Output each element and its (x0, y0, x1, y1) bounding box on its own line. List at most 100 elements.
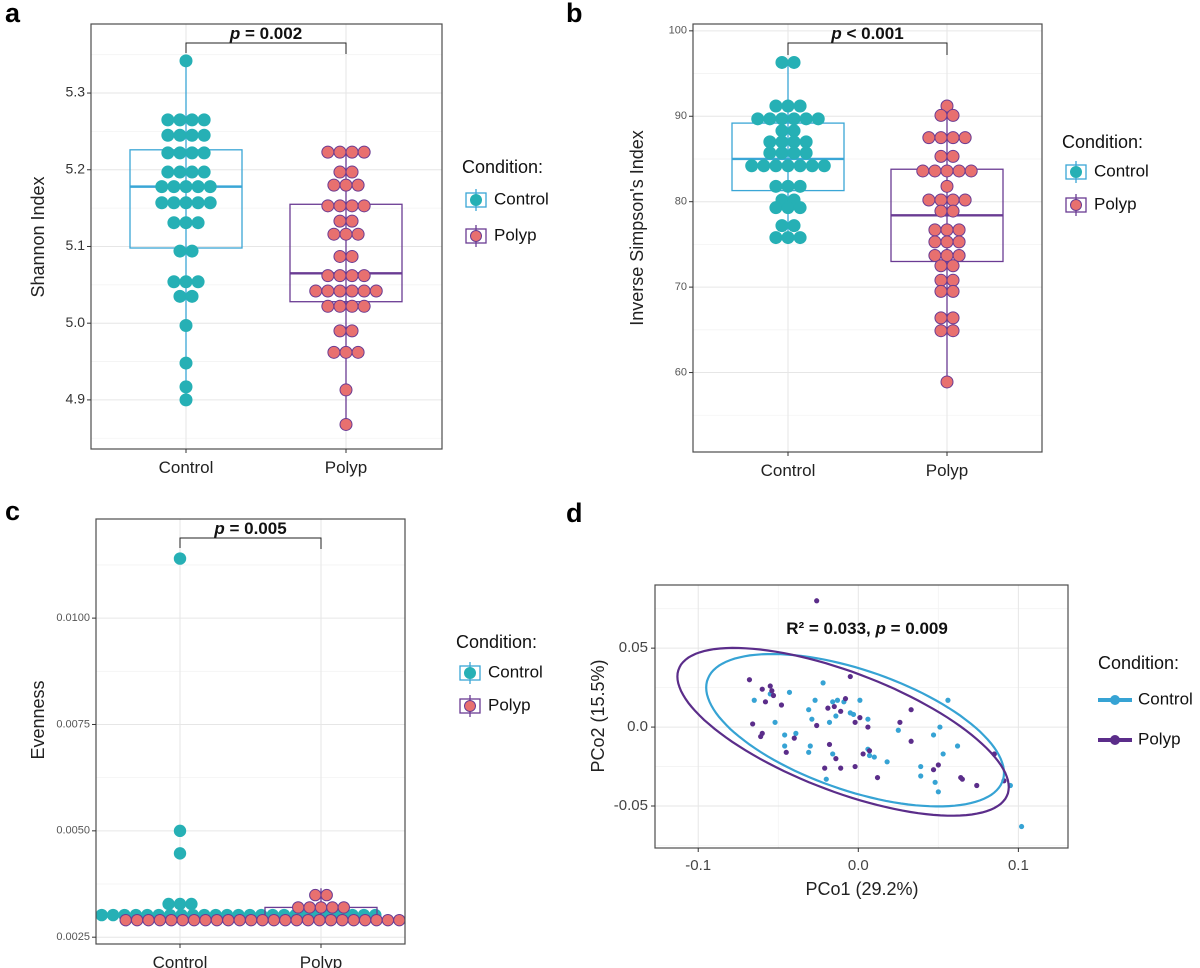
panel-border (654, 584, 1069, 849)
annotation-value: = 0.002 (240, 24, 302, 43)
data-point-control (751, 112, 765, 126)
data-point-control (775, 55, 789, 69)
panel-d: d -0.1 0.0 0.1 -0.05 0.0 0.05 PCo1 (29.2%) PCo2 … (566, 498, 1193, 899)
data-point-polyp (333, 145, 347, 159)
data-point-control (871, 754, 877, 760)
data-point-control (954, 743, 961, 749)
y-axis-title: Evenness (28, 680, 48, 759)
data-point-control (185, 289, 199, 303)
data-point-control (173, 113, 187, 127)
p-value-annotation: p = 0.005 (213, 519, 286, 538)
data-point-polyp (946, 108, 960, 122)
data-point-control (191, 275, 205, 289)
data-point-polyp (922, 131, 936, 145)
data-point-control (185, 165, 199, 179)
y-tick-label: 0.0 (627, 718, 648, 735)
data-point-polyp (165, 913, 178, 927)
data-point-control (833, 713, 839, 719)
data-point-polyp (838, 765, 844, 771)
data-point-polyp (770, 692, 777, 699)
data-point-polyp (946, 273, 960, 287)
data-point-polyp (357, 199, 371, 213)
annotation-p-symbol: p (213, 519, 224, 538)
data-point-control (179, 380, 193, 394)
legend-label: Control (494, 189, 549, 208)
data-point-polyp (333, 199, 347, 213)
data-point-control (787, 55, 801, 69)
data-point-control (185, 244, 199, 258)
data-point-control (173, 847, 187, 860)
data-point-control (781, 159, 795, 173)
data-point-control (197, 146, 211, 160)
panel-b: b 60 70 80 90 100 Control Polyp Inverse Simpson'… (566, 0, 1149, 480)
legend-key-dot-control (1110, 695, 1120, 705)
data-point-polyp (324, 913, 338, 927)
plot-background (91, 24, 442, 449)
legend-label: Control (1094, 161, 1149, 180)
data-point-polyp (233, 913, 246, 927)
data-point-polyp (345, 165, 359, 179)
data-point-polyp (333, 249, 347, 263)
data-point-polyp (321, 299, 335, 313)
legend-title: Condition: (462, 157, 543, 177)
data-point-polyp (934, 108, 948, 122)
y-tick-label: 5.3 (66, 84, 86, 100)
y-tick-label: 5.0 (66, 314, 86, 330)
data-point-control (763, 146, 777, 160)
box-control (129, 149, 243, 249)
data-point-control (775, 146, 789, 160)
panel-border (95, 518, 406, 945)
data-point-polyp (750, 721, 756, 727)
data-point-control (787, 124, 801, 138)
panel-border (90, 23, 443, 450)
data-point-polyp (309, 888, 322, 902)
data-point-polyp (321, 199, 335, 213)
annotation-value: < 0.001 (842, 24, 904, 43)
data-point-polyp (769, 688, 775, 694)
legend-key-polyp (459, 695, 481, 717)
data-point-control (823, 776, 829, 782)
legend-label: Polyp (488, 695, 531, 714)
data-point-polyp (940, 235, 954, 249)
data-point-control (185, 146, 199, 160)
data-point-control (191, 196, 205, 210)
plot-background (96, 519, 405, 944)
data-point-polyp (940, 375, 954, 389)
legend-key-dot (1070, 166, 1082, 178)
data-point-polyp (908, 707, 914, 713)
data-point-polyp (825, 705, 831, 711)
data-point-control (167, 180, 181, 194)
x-tick-label: 0.1 (1008, 857, 1029, 874)
data-point-polyp (321, 145, 335, 159)
data-point-control (811, 112, 825, 126)
legend-key-box (1065, 197, 1087, 213)
panel-label: c (5, 496, 20, 526)
data-point-polyp (847, 673, 853, 680)
data-point-polyp (345, 214, 359, 228)
data-point-control (191, 180, 205, 194)
data-point-polyp (279, 913, 292, 927)
data-point-control (807, 743, 813, 749)
data-point-polyp (337, 901, 350, 914)
data-point-polyp (928, 164, 942, 178)
data-point-polyp (767, 683, 773, 689)
plot-area (129, 54, 403, 431)
plot-background (693, 24, 1042, 452)
panel-label: a (5, 0, 21, 28)
y-axis-title: PCo2 (15.5%) (588, 659, 608, 772)
x-tick-label: -0.1 (685, 857, 711, 874)
data-point-polyp (339, 417, 353, 431)
data-point-control (197, 128, 211, 142)
plot-area (731, 55, 1004, 389)
data-point-control (820, 680, 826, 686)
data-point-polyp (934, 284, 948, 298)
data-point-polyp (357, 145, 371, 159)
legend-key-box (465, 228, 487, 244)
data-point-polyp (934, 273, 948, 287)
data-point-control (769, 179, 783, 193)
data-point-polyp (759, 686, 765, 692)
annotation-prefix: R² = 0.033, (786, 619, 875, 638)
data-point-polyp (345, 199, 359, 213)
data-point-polyp (930, 767, 937, 773)
data-point-control (775, 124, 789, 138)
